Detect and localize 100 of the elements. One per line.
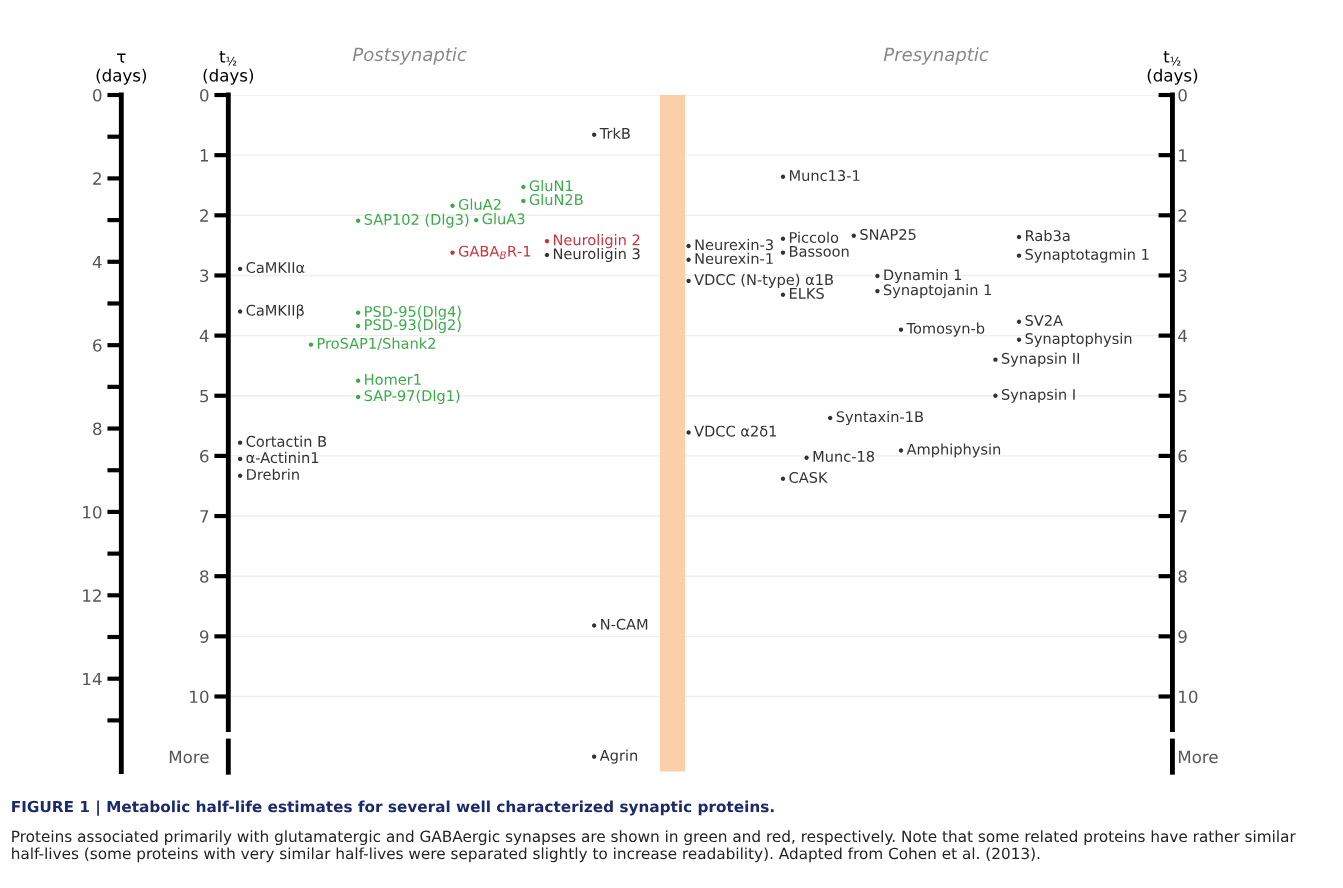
data-label: Bassoon (789, 245, 849, 257)
data-label: GluA2 (458, 198, 501, 210)
data-label: CASK (789, 471, 828, 483)
y-tick-label: 6 (200, 449, 209, 463)
y2-tick-label: 6 (93, 339, 102, 352)
data-label: Munc13-1 (789, 170, 860, 182)
data-label: CaMKIIα (246, 262, 305, 274)
data-label: SNAP25 (860, 228, 916, 240)
text: Proteins associated primarily with glutamatergic and GABAergic synapses are shown in green and red, respectively. Note that some related proteins have rather similar half-lives (some proteins with very similar half-lives were separated slightly to increase readability). Adapted from Cohen et al. (2013). (12, 830, 1296, 863)
data-label: SAP102 (Dlg3) (364, 213, 469, 228)
y-tick-label: 10 (190, 690, 209, 704)
caption: FIGURE 1 | Metabolic half-life estimates for several well characterized synaptic proteins. (12, 800, 774, 816)
data-label: Neuroligin 3 (553, 247, 640, 263)
point (1016, 337, 1022, 343)
point (993, 393, 998, 398)
y2-tick-label: 8 (93, 422, 102, 436)
y3-tick-label: 6 (1178, 449, 1187, 463)
point (875, 273, 880, 279)
data-label: Synaptotagmin 1 (1025, 248, 1149, 263)
data-label: Synaptojanin 1 (883, 284, 992, 299)
y3-axis-title: t$_{½}$ (days) (1147, 50, 1198, 85)
y3-tick-label: 5 (1178, 389, 1187, 403)
data-label: PSD-93(Dlg2) (365, 318, 461, 334)
data-label: Munc-18 (813, 450, 875, 462)
y3-tick-label: 8 (1178, 570, 1187, 583)
y-tick-label: 8 (200, 570, 209, 583)
y2-tick-label: 10 (83, 505, 102, 519)
data-label: Synapsin I (1001, 388, 1075, 403)
point (521, 184, 526, 190)
point (686, 257, 691, 263)
point (780, 236, 786, 241)
data-label: Neurexin-3 (695, 238, 773, 251)
data-label: VDCC α2δ1 (694, 425, 777, 437)
data-label: N-CAM (601, 618, 648, 630)
y3-tick-label: More (1178, 750, 1218, 764)
data-label: Agrin (599, 749, 637, 764)
y3-tick-label: 3 (1178, 269, 1187, 283)
point (544, 252, 550, 258)
y-tick-label: 2 (200, 209, 208, 222)
point (355, 394, 361, 400)
point (355, 378, 361, 383)
y3-tick-label: 9 (1178, 630, 1187, 643)
data-label: α-Actinin1 (246, 451, 319, 464)
y3-tick-label: 1 (1179, 149, 1187, 162)
y-tick-label: 0 (200, 88, 209, 102)
point (237, 456, 243, 462)
point (686, 430, 691, 435)
data-label: Amphiphysin (906, 443, 1001, 458)
data-label: CaMKIIβ (246, 304, 304, 319)
point (993, 357, 998, 362)
data-label: ELKS (789, 287, 824, 299)
data-label: SV2A (1025, 314, 1063, 326)
y-tick-label: 3 (200, 269, 209, 283)
point (1016, 234, 1022, 240)
point (544, 238, 550, 244)
point (591, 754, 597, 759)
point (521, 198, 526, 204)
y-tick-label: 9 (200, 630, 209, 643)
point (355, 218, 361, 223)
y2-axis-title: τ (days) (96, 53, 147, 85)
point (898, 327, 904, 332)
data-label: Neuroligin 2 (553, 234, 640, 249)
y3-tick-label: 2 (1178, 209, 1187, 222)
point (237, 266, 243, 272)
point (591, 132, 597, 137)
point (1016, 253, 1022, 258)
point (355, 310, 361, 315)
y-axis-title: t$_{½}$ (days) (203, 50, 254, 85)
data-label: Dynamin 1 (884, 269, 962, 284)
point (450, 250, 455, 255)
point (450, 203, 455, 208)
data-label: Synaptophysin (1025, 332, 1132, 347)
y-tick-label: 7 (200, 510, 209, 523)
point (780, 250, 786, 255)
point (237, 473, 243, 478)
point (780, 292, 786, 297)
point (308, 342, 314, 347)
data-label: Synapsin II (1001, 352, 1079, 367)
data-label: Cortactin B (246, 435, 327, 447)
y2-tick-label: 12 (83, 589, 101, 602)
data-label: PSD-95(Dlg4) (365, 305, 461, 320)
y2-tick-label: 14 (83, 672, 102, 686)
point (780, 174, 786, 180)
data-label: Rab3a (1026, 229, 1070, 242)
point (851, 233, 856, 238)
data-label: VDCC (N-type) α1B (694, 273, 833, 288)
point (1016, 319, 1022, 324)
data-label: TrkB (599, 127, 630, 139)
y3-tick-label: 7 (1178, 510, 1187, 523)
data-label: Syntaxin-1B (836, 410, 923, 426)
y3-tick-label: 10 (1179, 690, 1198, 704)
y-tick-label: More (169, 750, 209, 764)
point (828, 415, 833, 421)
y3-tick-label: 4 (1178, 329, 1187, 342)
data-label: GluN2B (529, 193, 583, 206)
data-label: Homer1 (365, 374, 421, 385)
data-label: Tomosyn-b (906, 322, 985, 337)
data-label: GluN1 (529, 179, 573, 192)
y-tick-label: 1 (200, 149, 209, 162)
point (237, 440, 243, 445)
